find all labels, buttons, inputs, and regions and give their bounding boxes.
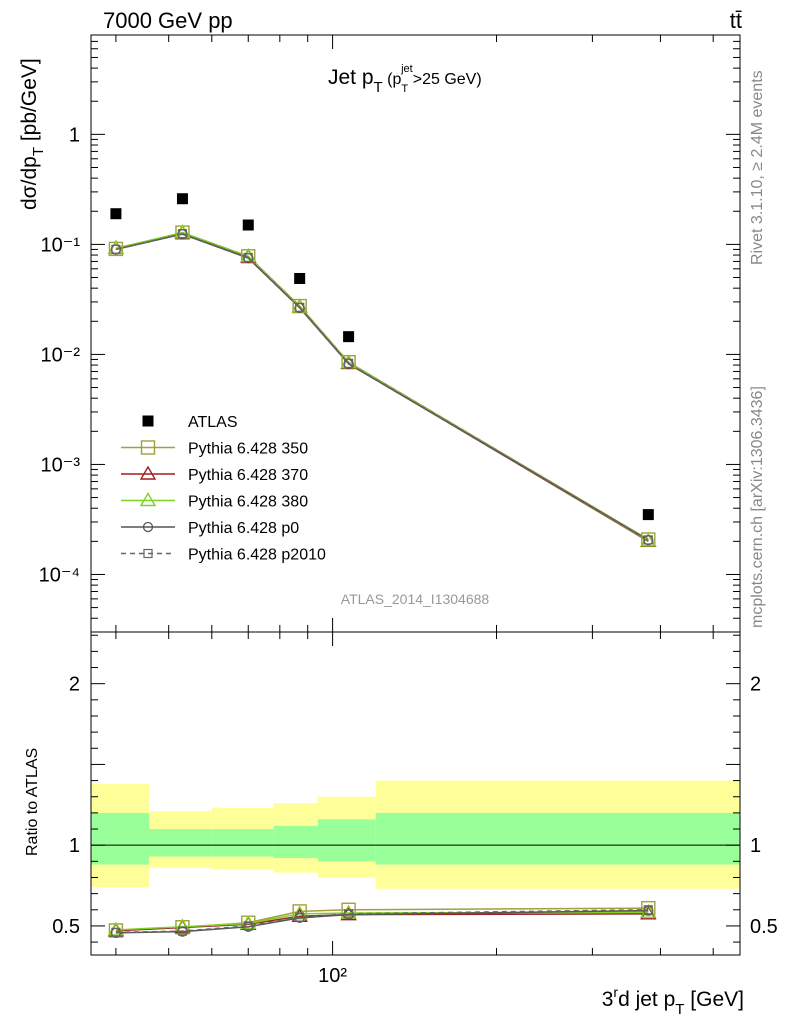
rivet-label: Rivet 3.1.10, ≥ 2.4M events [749, 70, 766, 265]
watermark: ATLAS_2014_I1304688 [341, 591, 490, 607]
legend-marker [142, 521, 154, 533]
uncertainty-band-green [211, 829, 274, 857]
y-tick-label: 10⁻¹ [41, 234, 81, 256]
ratio-data-point [643, 905, 653, 915]
legend-marker [142, 415, 154, 427]
x-axis-label: 3rd jet pT [GeV] [602, 984, 744, 1018]
y-tick-label: 2 [69, 674, 80, 696]
y-tick-label: 10⁻² [41, 344, 81, 366]
uncertainty-band-green [273, 825, 318, 859]
ratio-data-point [344, 909, 354, 919]
mcplots-label: mcplots.cern.ch [arXiv:1306.3436] [749, 386, 766, 628]
x-tick-label: 10² [318, 965, 347, 987]
header-process-label: tt̄ [730, 8, 742, 33]
legend-label: Pythia 6.428 350 [188, 441, 308, 458]
data-point [176, 193, 188, 205]
main-y-axis-label: dσ/dpT [pb/GeV] [18, 58, 47, 210]
data-point [642, 509, 654, 521]
data-point [294, 272, 306, 284]
ratio-data-point [177, 926, 188, 936]
ratio-y-axis-label: Ratio to ATLAS [24, 748, 41, 856]
data-point [110, 208, 122, 220]
uncertainty-band-green [148, 829, 212, 857]
legend-label: Pythia 6.428 p2010 [188, 547, 326, 564]
ratio-data-point [111, 927, 121, 937]
y-tick-label: 1 [69, 124, 80, 146]
series-line [115, 232, 649, 541]
ratio-series-group [107, 900, 657, 939]
data-point [295, 302, 305, 312]
ratio-data-point [243, 921, 253, 931]
y-tick-label-right: 0.5 [750, 916, 778, 938]
header-energy-label: 7000 GeV pp [103, 8, 233, 33]
legend-marker [139, 465, 157, 480]
y-tick-label-right: 1 [750, 835, 761, 857]
data-point [343, 331, 355, 343]
data-point [243, 252, 253, 263]
uncertainty-band-green [91, 812, 149, 865]
y-tick-label: 1 [69, 835, 80, 857]
legend-marker [139, 492, 157, 507]
data-point [177, 229, 188, 239]
legend-label: Pythia 6.428 p0 [188, 520, 299, 537]
y-tick-label-right: 2 [750, 674, 761, 696]
ratio-data-point [341, 902, 356, 917]
legend-marker [143, 548, 153, 559]
y-tick-label: 10⁻³ [41, 454, 81, 476]
y-tick-label: 10⁻⁴ [39, 564, 80, 586]
ratio-data-point [295, 912, 305, 922]
ratio-axis-ticks: 0.5 0.5 1 1 2 2 10² [52, 632, 778, 987]
legend: ATLAS Pythia 6.428 350 Pythia 6.428 370 Pyt… [121, 414, 326, 564]
legend-label: Pythia 6.428 380 [188, 494, 308, 511]
legend-marker [140, 440, 156, 455]
ratio-series-line [115, 909, 649, 934]
main-series-group [107, 193, 657, 548]
legend-label: ATLAS [188, 414, 238, 431]
ratio-series-line [115, 913, 649, 932]
legend-label: Pythia 6.428 370 [188, 467, 308, 484]
plot-title: Jet pT (pTjet>25 GeV) [328, 63, 482, 96]
ratio-panel [91, 780, 740, 889]
data-point [111, 244, 121, 255]
data-point [344, 358, 354, 368]
data-point [242, 219, 254, 231]
ratio-panel-frame [90, 631, 741, 956]
uncertainty-band-green [375, 812, 740, 865]
main-axis-ticks: 10⁻⁴ 10⁻³ 10⁻² 10⁻¹ 1 [39, 34, 740, 633]
data-point [643, 535, 653, 545]
y-tick-label: 0.5 [52, 916, 80, 938]
uncertainty-band-green [317, 819, 376, 862]
